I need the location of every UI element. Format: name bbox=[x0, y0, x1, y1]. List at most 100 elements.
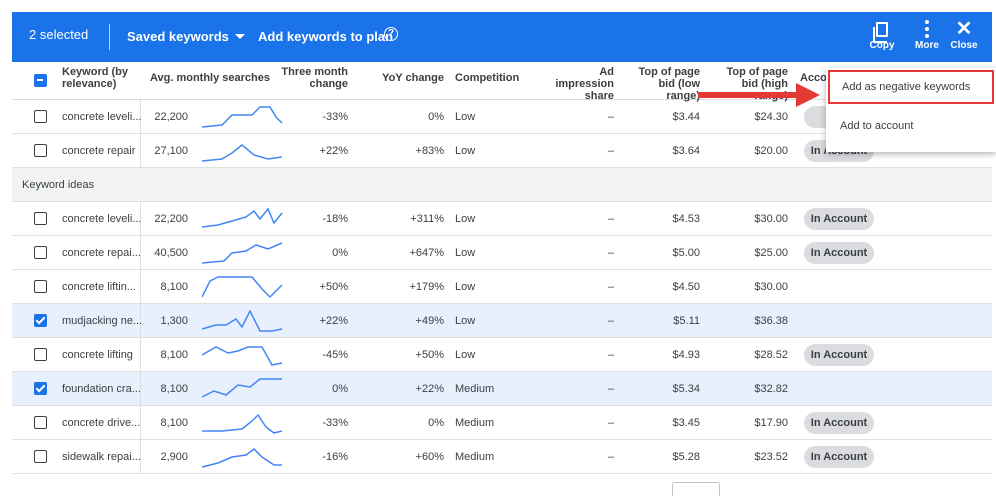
more-vert-icon bbox=[925, 20, 929, 38]
avg-searches-cell: 22,200 bbox=[154, 213, 188, 225]
add-keywords-to-plan-button[interactable]: Add keywords to plan bbox=[258, 29, 394, 44]
column-divider bbox=[140, 202, 141, 236]
toolbar-divider bbox=[109, 24, 110, 50]
keyword-cell[interactable]: concrete repair bbox=[62, 145, 136, 157]
keyword-cell[interactable]: concrete drive... bbox=[62, 417, 141, 429]
bid-low-cell: $5.28 bbox=[672, 451, 700, 463]
bid-high-cell: $28.52 bbox=[754, 349, 788, 361]
three-month-cell: -45% bbox=[322, 349, 348, 361]
header-bid-low[interactable]: Top of page bid (low range) bbox=[638, 66, 700, 102]
copy-icon bbox=[873, 21, 888, 43]
red-arrow-annotation bbox=[698, 83, 820, 107]
table-row[interactable]: concrete repai... 40,500 0% +647% Low – … bbox=[12, 236, 992, 270]
three-month-cell: -18% bbox=[322, 213, 348, 225]
header-competition[interactable]: Competition bbox=[455, 72, 520, 84]
table-row[interactable]: foundation cra... 8,100 0% +22% Medium –… bbox=[12, 372, 992, 406]
close-label: Close bbox=[950, 40, 978, 51]
impression-cell: – bbox=[607, 111, 614, 123]
bid-low-cell: $5.00 bbox=[672, 247, 700, 259]
yoy-cell: 0% bbox=[428, 111, 444, 123]
competition-cell: Low bbox=[455, 247, 476, 259]
impression-cell: – bbox=[607, 213, 614, 225]
row-checkbox[interactable] bbox=[34, 144, 47, 157]
bid-low-cell: $3.64 bbox=[672, 145, 700, 157]
row-checkbox[interactable] bbox=[34, 314, 47, 327]
impression-cell: – bbox=[607, 451, 614, 463]
pagination-control[interactable] bbox=[672, 482, 720, 496]
more-button[interactable]: More bbox=[907, 18, 947, 51]
table-row[interactable]: concrete liftin... 8,100 +50% +179% Low … bbox=[12, 270, 992, 304]
section-header: Keyword ideas bbox=[12, 168, 992, 202]
yoy-cell: +311% bbox=[410, 213, 444, 225]
keyword-cell[interactable]: concrete repai... bbox=[62, 247, 141, 259]
competition-cell: Low bbox=[455, 315, 476, 327]
trend-sparkline bbox=[202, 276, 283, 299]
help-icon[interactable]: ? bbox=[384, 27, 398, 41]
table-row[interactable]: sidewalk repai... 2,900 -16% +60% Medium… bbox=[12, 440, 992, 474]
row-checkbox[interactable] bbox=[34, 416, 47, 429]
avg-searches-cell: 8,100 bbox=[160, 349, 188, 361]
yoy-cell: +22% bbox=[415, 383, 444, 395]
bid-low-cell: $4.93 bbox=[672, 349, 700, 361]
three-month-cell: +22% bbox=[319, 145, 348, 157]
keyword-cell[interactable]: mudjacking ne... bbox=[62, 315, 143, 327]
table-row[interactable]: mudjacking ne... 1,300 +22% +49% Low – $… bbox=[12, 304, 992, 338]
saved-keywords-dropdown[interactable]: Saved keywords bbox=[127, 29, 245, 44]
trend-sparkline bbox=[202, 144, 283, 162]
header-keyword[interactable]: Keyword (by relevance) bbox=[62, 66, 129, 90]
column-divider bbox=[140, 270, 141, 304]
table-row[interactable]: concrete lifting 8,100 -45% +50% Low – $… bbox=[12, 338, 992, 372]
bid-high-cell: $30.00 bbox=[754, 213, 788, 225]
row-checkbox[interactable] bbox=[34, 348, 47, 361]
competition-cell: Low bbox=[455, 145, 476, 157]
yoy-cell: +83% bbox=[415, 145, 444, 157]
competition-cell: Low bbox=[455, 349, 476, 361]
trend-sparkline bbox=[202, 448, 282, 468]
column-divider bbox=[140, 100, 141, 134]
competition-cell: Low bbox=[455, 111, 476, 123]
yoy-cell: 0% bbox=[428, 417, 444, 429]
competition-cell: Low bbox=[455, 281, 476, 293]
header-three-month[interactable]: Three month change bbox=[281, 66, 348, 90]
three-month-cell: 0% bbox=[332, 383, 348, 395]
keyword-cell[interactable]: foundation cra... bbox=[62, 383, 141, 395]
competition-cell: Medium bbox=[455, 417, 495, 429]
row-checkbox[interactable] bbox=[34, 450, 47, 463]
row-checkbox[interactable] bbox=[34, 246, 47, 259]
column-divider bbox=[140, 372, 141, 406]
row-checkbox[interactable] bbox=[34, 280, 47, 293]
three-month-cell: +22% bbox=[319, 315, 348, 327]
bid-low-cell: $5.34 bbox=[672, 383, 700, 395]
caret-down-icon bbox=[234, 34, 245, 39]
in-account-badge: In Account bbox=[804, 412, 874, 434]
copy-button[interactable]: Copy bbox=[862, 18, 902, 51]
header-account[interactable]: Accou bbox=[800, 72, 834, 84]
close-button[interactable]: ✕ Close bbox=[944, 18, 984, 51]
keyword-cell[interactable]: sidewalk repai... bbox=[62, 451, 141, 463]
column-divider bbox=[140, 406, 141, 440]
header-ad-impression[interactable]: Ad impression share bbox=[555, 66, 614, 102]
table-row[interactable]: concrete drive... 8,100 -33% 0% Medium –… bbox=[12, 406, 992, 440]
add-to-account-item[interactable]: Add to account bbox=[840, 120, 914, 132]
bid-low-cell: $3.44 bbox=[672, 111, 700, 123]
header-avg-monthly[interactable]: Avg. monthly searches bbox=[149, 72, 270, 84]
row-checkbox[interactable] bbox=[34, 212, 47, 225]
table-row[interactable]: concrete leveli... 22,200 -18% +311% Low… bbox=[12, 202, 992, 236]
keyword-cell[interactable]: concrete leveli... bbox=[62, 111, 142, 123]
in-account-badge: In Account bbox=[804, 242, 874, 264]
keyword-cell[interactable]: concrete leveli... bbox=[62, 213, 142, 225]
copy-label: Copy bbox=[869, 40, 895, 51]
keyword-cell[interactable]: concrete liftin... bbox=[62, 281, 136, 293]
bid-high-cell: $32.82 bbox=[754, 383, 788, 395]
impression-cell: – bbox=[607, 247, 614, 259]
impression-cell: – bbox=[607, 349, 614, 361]
add-negative-keywords-item[interactable]: Add as negative keywords bbox=[828, 70, 994, 104]
header-yoy[interactable]: YoY change bbox=[382, 72, 444, 84]
yoy-cell: +647% bbox=[409, 247, 444, 259]
avg-searches-cell: 2,900 bbox=[160, 451, 188, 463]
keyword-cell[interactable]: concrete lifting bbox=[62, 349, 133, 361]
select-all-checkbox[interactable] bbox=[34, 74, 47, 87]
row-checkbox[interactable] bbox=[34, 110, 47, 123]
three-month-cell: -16% bbox=[322, 451, 348, 463]
row-checkbox[interactable] bbox=[34, 382, 47, 395]
